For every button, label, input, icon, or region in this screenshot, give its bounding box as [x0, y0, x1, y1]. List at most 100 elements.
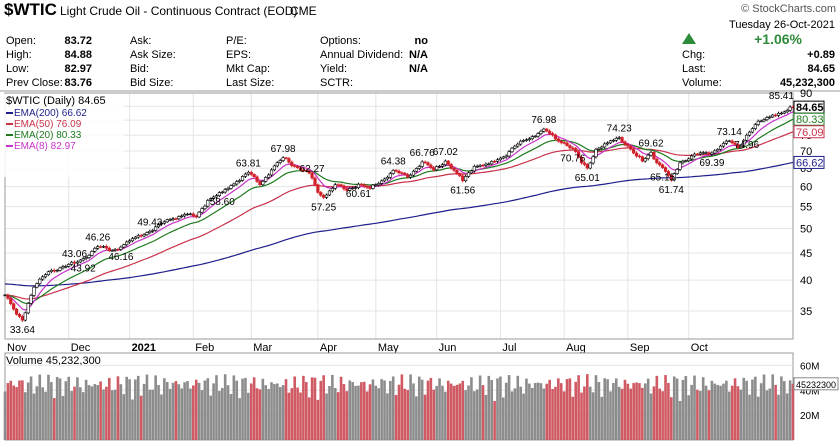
price-candle — [756, 120, 760, 125]
price-candle — [733, 142, 737, 145]
price-annotation: 64.38 — [381, 156, 406, 167]
price-candle — [681, 161, 685, 164]
price-candle — [29, 295, 33, 304]
volume-bar — [762, 374, 766, 440]
price-candle — [742, 140, 746, 146]
price-candle — [261, 180, 265, 185]
price-annotation: 67.02 — [433, 147, 458, 158]
volume-bar — [701, 377, 705, 440]
x-tick-label: Jul — [502, 342, 516, 354]
volume-bar — [380, 379, 383, 440]
instrument-name: Light Crude Oil - Continuous Contract (E… — [60, 4, 297, 18]
volume-bar — [299, 392, 302, 440]
volume-bar — [79, 387, 82, 440]
quote-label: Last: — [682, 63, 706, 75]
price-candle — [23, 312, 27, 321]
price-candle — [142, 234, 146, 237]
price-candle — [58, 267, 62, 271]
price-candle — [530, 136, 534, 140]
price-annotation: 46.26 — [85, 233, 110, 244]
volume-bar — [151, 389, 155, 440]
volume-bar — [165, 381, 169, 440]
price-candle — [127, 240, 132, 243]
up-arrow-icon — [682, 33, 696, 44]
volume-bar — [417, 376, 421, 440]
price-panel-bg — [0, 93, 840, 353]
price-candle — [183, 214, 187, 217]
volume-bar — [163, 378, 166, 440]
price-candle — [675, 169, 679, 174]
price-candle — [461, 175, 465, 181]
quote-label: Yield: — [320, 63, 347, 75]
volume-bar — [6, 383, 10, 440]
volume-bar — [756, 396, 760, 440]
price-candle — [211, 196, 216, 199]
price-annotation: 69.62 — [639, 138, 664, 149]
volume-bar — [600, 396, 604, 440]
volume-bar — [432, 389, 436, 440]
price-candle — [765, 117, 769, 120]
volume-bar — [516, 375, 520, 440]
price-candle — [762, 119, 766, 122]
legend-entry: EMA(20) 80.33 — [14, 130, 82, 141]
price-candle — [550, 133, 555, 136]
volume-bar — [81, 392, 85, 440]
volume-bar — [609, 391, 612, 440]
volume-bar — [455, 384, 459, 440]
price-candle — [727, 140, 731, 142]
volume-bar — [403, 388, 407, 440]
price-candle — [692, 153, 697, 157]
price-candle — [287, 158, 291, 163]
volume-bar — [276, 383, 279, 440]
price-candle — [432, 167, 436, 171]
price-candle — [191, 213, 195, 217]
volume-bar — [64, 381, 68, 440]
price-candle — [684, 160, 688, 162]
volume-bar — [467, 385, 470, 440]
price-candle — [154, 226, 158, 231]
x-tick-label: May — [378, 342, 399, 354]
volume-bar — [270, 382, 273, 440]
price-candle — [753, 124, 757, 129]
volume-bar — [183, 382, 186, 440]
price-candle — [501, 156, 505, 159]
price-candle — [585, 164, 589, 169]
volume-bar — [110, 390, 114, 440]
volume-bar — [99, 381, 102, 440]
volume-bar — [707, 390, 711, 440]
volume-bar — [420, 379, 424, 440]
volume-bar — [394, 395, 398, 440]
price-candle — [93, 248, 97, 252]
x-tick-label: Mar — [253, 342, 272, 354]
price-candle — [371, 184, 375, 189]
price-candle — [26, 303, 30, 314]
x-tick-label: Oct — [691, 342, 708, 354]
price-candle — [284, 157, 288, 159]
price-candle — [313, 177, 317, 186]
volume-bar — [704, 385, 708, 440]
price-candle — [32, 286, 36, 296]
volume-bar — [725, 380, 728, 440]
price-candle — [408, 174, 413, 178]
volume-bar — [687, 395, 691, 440]
price-candle — [67, 264, 71, 267]
volume-bar — [325, 393, 328, 440]
price-candle — [206, 200, 210, 207]
volume-bar — [710, 380, 714, 440]
price-candle — [168, 219, 172, 221]
price-candle — [464, 176, 468, 181]
volume-bar — [96, 385, 100, 440]
price-candle — [156, 223, 161, 228]
price-candle — [478, 164, 482, 167]
volume-bar — [415, 396, 418, 440]
volume-bar — [458, 383, 462, 440]
volume-bar — [316, 399, 320, 440]
price-candle — [591, 156, 595, 164]
price-candle — [391, 170, 395, 174]
volume-bar — [336, 392, 340, 440]
price-candle — [643, 158, 647, 162]
price-candle — [663, 167, 668, 172]
price-candle — [710, 152, 714, 155]
price-candle — [133, 236, 137, 239]
volume-bar — [377, 388, 381, 440]
